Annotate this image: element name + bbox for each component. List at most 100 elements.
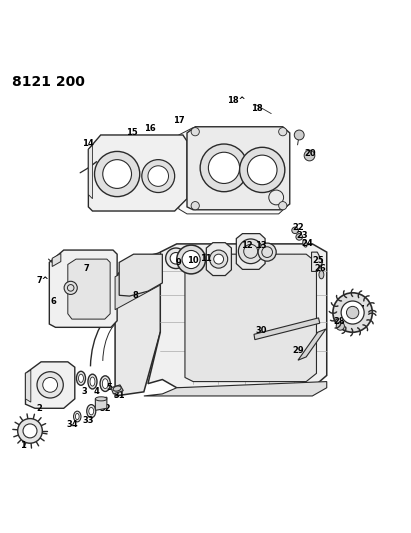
Circle shape: [240, 147, 285, 192]
Text: 23: 23: [296, 231, 308, 240]
Polygon shape: [148, 244, 327, 387]
Text: 7^: 7^: [37, 277, 50, 285]
Text: 4: 4: [94, 387, 99, 397]
Ellipse shape: [74, 411, 81, 422]
Circle shape: [346, 306, 359, 319]
Polygon shape: [25, 362, 75, 408]
Ellipse shape: [319, 271, 324, 279]
Ellipse shape: [95, 397, 107, 401]
Circle shape: [294, 130, 304, 140]
Circle shape: [191, 201, 199, 210]
Polygon shape: [144, 382, 327, 396]
Polygon shape: [111, 385, 123, 394]
Ellipse shape: [76, 414, 79, 419]
Circle shape: [238, 239, 263, 264]
Text: 33: 33: [83, 416, 94, 425]
Circle shape: [23, 424, 37, 438]
Circle shape: [296, 233, 302, 240]
Ellipse shape: [89, 407, 94, 415]
Polygon shape: [115, 252, 160, 310]
Polygon shape: [88, 135, 187, 211]
Circle shape: [210, 250, 228, 268]
Circle shape: [200, 144, 248, 192]
Circle shape: [103, 160, 132, 188]
Circle shape: [208, 152, 240, 183]
Text: 2: 2: [36, 404, 42, 413]
Polygon shape: [25, 370, 31, 402]
Text: 8121 200: 8121 200: [12, 75, 85, 90]
Text: 9: 9: [176, 258, 182, 267]
Polygon shape: [206, 243, 231, 276]
Ellipse shape: [88, 374, 97, 389]
Text: 31: 31: [113, 391, 125, 400]
Text: 8: 8: [133, 291, 139, 300]
Polygon shape: [88, 146, 92, 199]
Text: 3: 3: [81, 387, 87, 397]
Ellipse shape: [102, 379, 108, 389]
Text: 11: 11: [200, 254, 211, 263]
Text: 30: 30: [255, 326, 267, 335]
Polygon shape: [179, 127, 288, 214]
Text: 17: 17: [173, 116, 185, 125]
Text: 26: 26: [315, 264, 326, 273]
Polygon shape: [236, 233, 265, 269]
Circle shape: [18, 418, 42, 443]
Circle shape: [258, 243, 276, 261]
Circle shape: [279, 201, 287, 210]
Circle shape: [182, 251, 200, 269]
Text: 28: 28: [333, 318, 345, 327]
Circle shape: [191, 127, 199, 136]
Text: 18^: 18^: [227, 95, 246, 104]
Polygon shape: [52, 253, 61, 266]
Text: 29: 29: [292, 346, 304, 356]
Circle shape: [148, 166, 169, 187]
Text: 32: 32: [99, 404, 111, 413]
Ellipse shape: [87, 405, 96, 418]
Text: 5: 5: [106, 383, 112, 392]
Text: 10: 10: [187, 256, 199, 265]
Circle shape: [341, 301, 364, 324]
Circle shape: [177, 245, 206, 274]
Circle shape: [142, 160, 175, 192]
Ellipse shape: [303, 240, 307, 247]
Circle shape: [279, 127, 287, 136]
Text: 15: 15: [126, 128, 137, 138]
Ellipse shape: [79, 374, 83, 382]
Circle shape: [333, 293, 372, 332]
Ellipse shape: [76, 372, 85, 385]
Circle shape: [214, 254, 224, 264]
Text: 6: 6: [51, 297, 56, 306]
Circle shape: [37, 372, 63, 398]
Polygon shape: [254, 318, 320, 340]
Circle shape: [64, 281, 77, 294]
Ellipse shape: [113, 386, 121, 391]
Text: 27: 27: [354, 305, 365, 314]
Polygon shape: [49, 250, 117, 327]
Circle shape: [336, 322, 344, 330]
Polygon shape: [119, 254, 162, 296]
Circle shape: [247, 155, 277, 185]
Text: 14: 14: [83, 139, 94, 148]
Ellipse shape: [100, 376, 110, 391]
Polygon shape: [68, 259, 110, 319]
Polygon shape: [312, 252, 323, 271]
Ellipse shape: [90, 377, 95, 386]
Text: 7: 7: [83, 264, 89, 273]
Text: 24: 24: [302, 239, 313, 248]
Text: 1: 1: [20, 441, 25, 450]
Text: 18: 18: [251, 104, 263, 113]
Text: 34: 34: [66, 420, 78, 429]
Text: 13: 13: [255, 241, 267, 251]
Polygon shape: [187, 127, 290, 210]
Polygon shape: [185, 254, 316, 382]
Polygon shape: [115, 252, 177, 396]
Text: 12: 12: [241, 241, 252, 251]
Circle shape: [292, 227, 298, 233]
Polygon shape: [298, 329, 326, 360]
Circle shape: [166, 248, 186, 269]
Text: 20: 20: [305, 149, 316, 158]
Circle shape: [95, 151, 140, 197]
Polygon shape: [95, 397, 107, 410]
Circle shape: [304, 150, 315, 161]
Text: 22: 22: [292, 223, 304, 232]
